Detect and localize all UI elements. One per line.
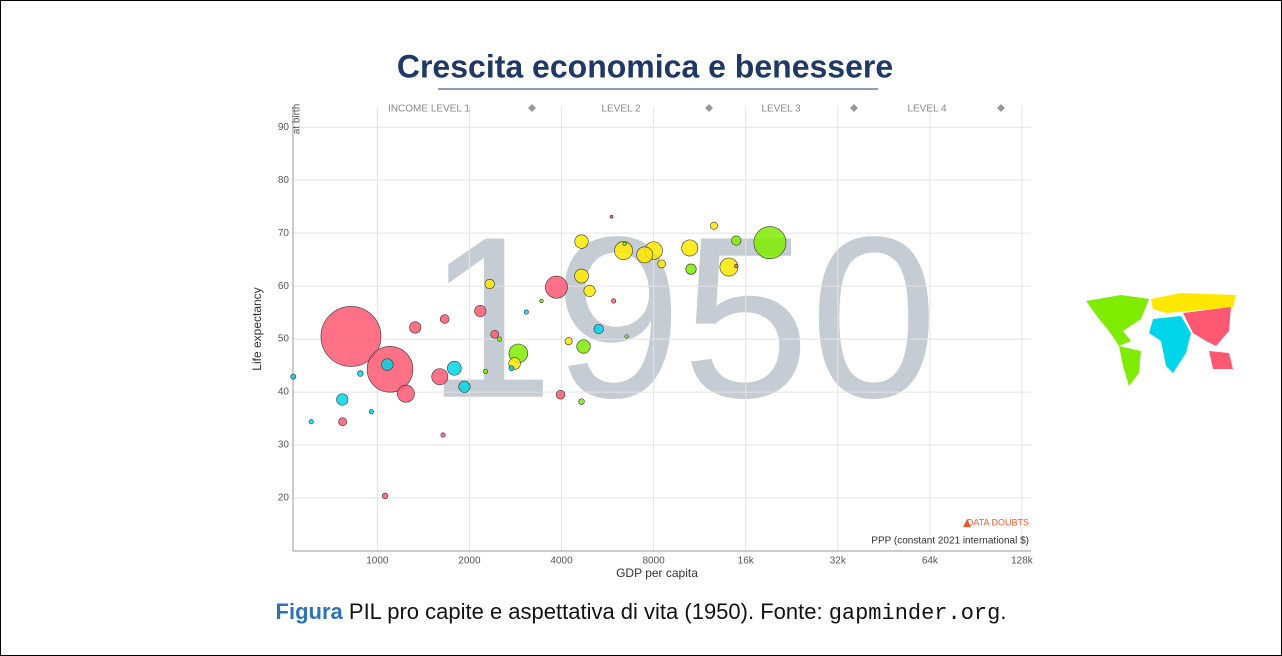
map-americas-north — [1086, 295, 1149, 346]
bubble — [474, 304, 487, 318]
level-diamond — [850, 104, 858, 112]
bubble — [381, 492, 389, 500]
bubble — [290, 373, 297, 380]
level-diamond — [705, 104, 713, 112]
bubble — [368, 409, 374, 415]
bubble — [636, 246, 654, 264]
bubble — [593, 323, 604, 335]
bubble — [490, 329, 500, 339]
bubble — [409, 321, 422, 334]
x-tick-label: 2000 — [458, 556, 481, 567]
map-oceania — [1209, 351, 1233, 369]
bubble — [578, 398, 585, 405]
bubble — [753, 226, 787, 260]
world-map-legend — [1086, 293, 1236, 386]
bubble — [710, 221, 718, 230]
bubble — [357, 370, 364, 377]
bubble — [439, 314, 450, 324]
bubble — [564, 337, 573, 346]
bubble — [731, 235, 742, 246]
x-tick-label: 32k — [830, 556, 847, 567]
slide-title: Crescita economica e benessere — [397, 48, 893, 84]
map-africa — [1149, 316, 1191, 373]
x-axis-label: GDP per capita — [616, 566, 698, 580]
bubble — [545, 275, 568, 299]
y-tick-label: 80 — [278, 175, 290, 186]
bubble — [611, 298, 617, 304]
income-level: LEVEL 2 — [601, 104, 641, 115]
warning-icon — [963, 519, 971, 527]
data-doubts: DATA DOUBTS — [967, 517, 1029, 527]
y-axis-label: Life expectancy — [250, 287, 264, 370]
bubble — [681, 239, 699, 257]
x-tick-label: 128k — [1011, 556, 1034, 567]
bubble — [497, 336, 503, 342]
bubble — [614, 241, 633, 260]
x-tick-label: 1000 — [366, 556, 389, 567]
bubble — [574, 234, 589, 249]
bubble — [539, 298, 544, 304]
bubble — [657, 259, 667, 269]
map-asia — [1183, 307, 1231, 346]
x-tick-label: 16k — [738, 556, 755, 567]
x-tick-label: 64k — [922, 556, 939, 567]
year-watermark: 1950 — [426, 189, 938, 446]
y-tick-label: 60 — [278, 281, 290, 292]
map-americas-south — [1119, 346, 1141, 386]
bubble — [336, 393, 349, 406]
y-tick-label: 50 — [278, 334, 290, 345]
bubble — [338, 417, 347, 427]
bubble — [609, 214, 614, 219]
bubble — [523, 309, 529, 315]
bubble — [308, 419, 314, 425]
plot: 1950 20 30 40 50 60 70 80 90 1000 2000 4000 8000 16k 3… — [250, 104, 1034, 581]
bubble — [624, 334, 629, 339]
x-note: PPP (constant 2021 international $) — [871, 536, 1029, 547]
bubble — [440, 432, 446, 438]
bubble — [574, 268, 589, 284]
x-tick-label: 8000 — [642, 556, 665, 567]
level-diamond — [997, 104, 1005, 112]
level-diamond — [528, 104, 536, 112]
x-tick-label: 4000 — [550, 556, 573, 567]
bubble — [576, 339, 591, 354]
caption-source: gapminder.org — [828, 601, 1001, 626]
caption-end: . — [1000, 599, 1007, 624]
caption: Figura PIL pro capite e aspettativa di v… — [1, 599, 1281, 626]
bubble — [320, 306, 382, 367]
bubble — [484, 278, 495, 290]
caption-text: PIL pro capite e aspettativa di vita (19… — [342, 599, 829, 624]
bubble — [431, 368, 449, 386]
y-tick-label: 90 — [278, 122, 290, 133]
bubble — [482, 368, 488, 374]
bubble — [447, 360, 462, 376]
map-europe — [1151, 293, 1236, 313]
bubble — [622, 241, 627, 246]
y-tick-label: 20 — [278, 493, 290, 504]
bubble — [734, 263, 739, 269]
income-level: INCOME LEVEL 1 — [388, 104, 470, 115]
bubble — [397, 384, 415, 403]
y-axis-sublabel: at birth — [292, 104, 303, 135]
caption-label: Figura — [275, 599, 343, 624]
bubble — [458, 380, 471, 393]
bubble — [583, 284, 596, 297]
y-tick-label: 40 — [278, 387, 290, 398]
bubble — [685, 263, 697, 275]
y-tick-label: 70 — [278, 228, 290, 239]
income-level: LEVEL 4 — [907, 104, 947, 115]
bubble — [555, 389, 566, 400]
bubble — [508, 365, 515, 372]
bubble — [381, 358, 394, 371]
income-level: LEVEL 3 — [761, 104, 801, 115]
y-tick-label: 30 — [278, 440, 290, 451]
